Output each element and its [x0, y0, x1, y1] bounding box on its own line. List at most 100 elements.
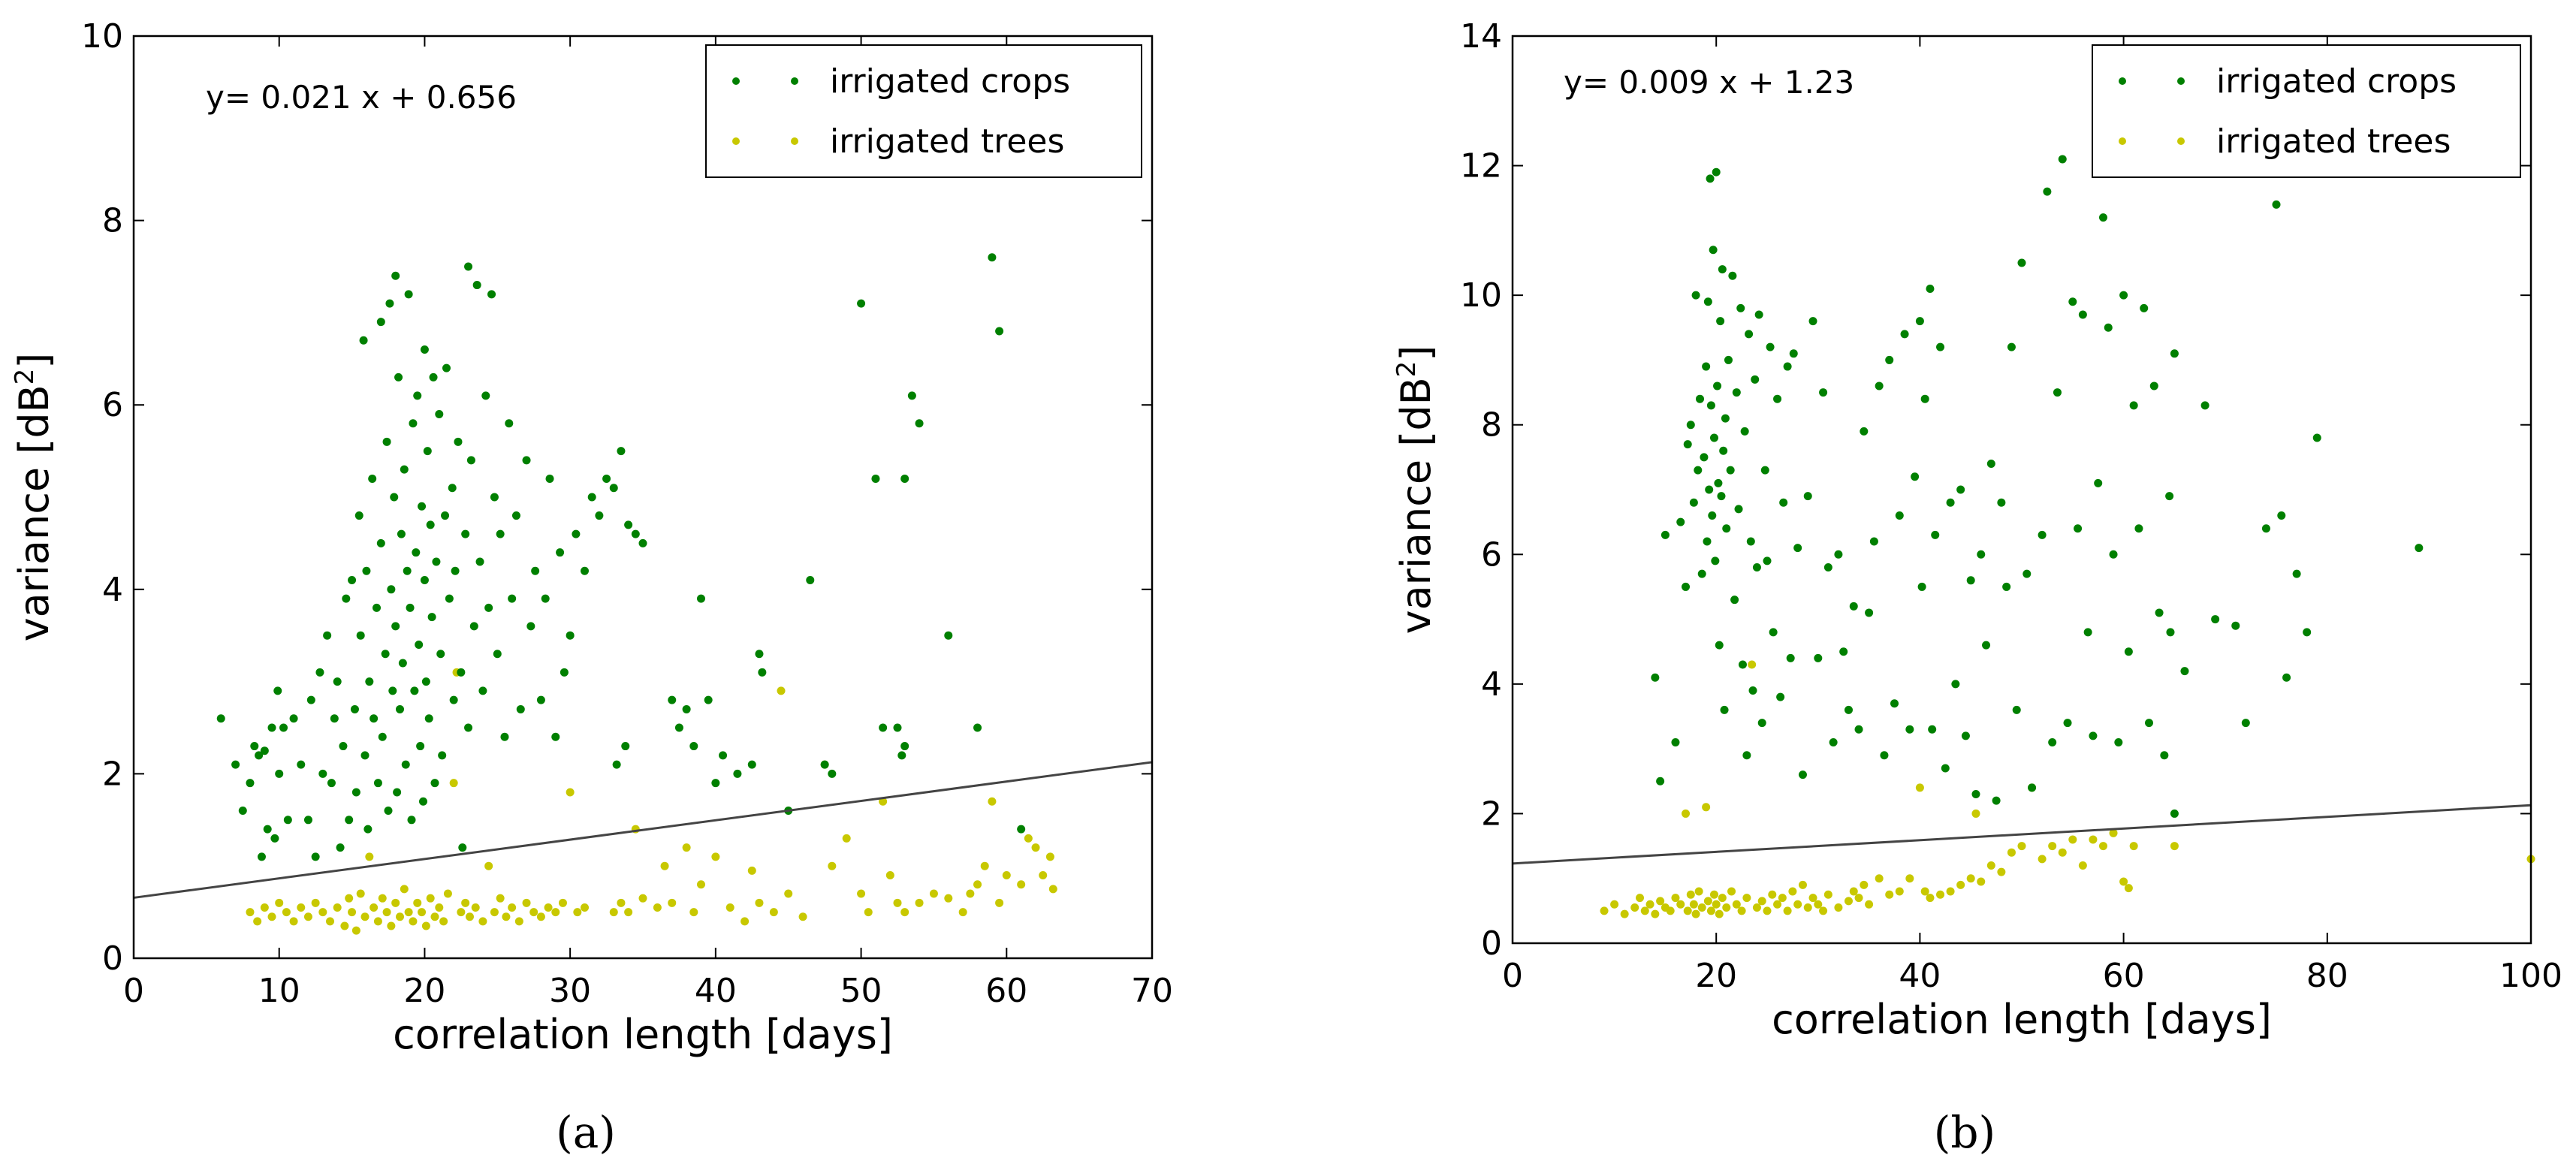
- crops-point: [900, 474, 909, 483]
- crops-point: [2074, 524, 2083, 533]
- crops-point: [2114, 738, 2123, 747]
- crops-point: [508, 594, 517, 603]
- crops-point: [421, 677, 430, 686]
- crops-point: [1760, 466, 1769, 475]
- crops-point: [216, 714, 225, 723]
- crops-point: [2038, 530, 2047, 539]
- crops-point: [1926, 285, 1935, 294]
- crops-point: [541, 594, 550, 603]
- trees-point: [995, 898, 1004, 907]
- trees-point: [1737, 906, 1746, 915]
- trees-point: [1966, 874, 1975, 883]
- trees-point: [457, 908, 466, 917]
- crops-point: [560, 668, 569, 677]
- crops-point: [1766, 342, 1775, 351]
- crops-point: [2083, 628, 2092, 637]
- crops-point: [1732, 388, 1741, 397]
- crops-point: [311, 852, 320, 861]
- crops-point: [566, 631, 575, 640]
- trees-point: [1686, 890, 1695, 899]
- trees-point: [1709, 890, 1718, 899]
- trees-point: [741, 917, 750, 926]
- crops-point: [327, 779, 336, 788]
- crops-point: [1686, 421, 1695, 430]
- trees-point: [2098, 842, 2107, 851]
- trees-point: [508, 903, 517, 912]
- trees-point: [2129, 842, 2138, 851]
- trees-point: [784, 889, 793, 898]
- panel-b-fit-line: [1512, 804, 2532, 865]
- crops-point: [472, 281, 481, 290]
- trees-point: [1024, 834, 1033, 843]
- crops-point: [2109, 550, 2118, 559]
- crops-point: [363, 825, 373, 834]
- crops-point: [381, 650, 390, 659]
- trees-point: [2124, 884, 2133, 893]
- crops-point: [1915, 317, 1924, 326]
- crops-point: [1718, 265, 1727, 274]
- crops-point: [1738, 660, 1747, 669]
- trees-point: [1768, 890, 1777, 899]
- crops-point: [624, 520, 633, 529]
- trees-point: [373, 917, 382, 926]
- crops-point: [758, 668, 767, 677]
- crops-point: [2415, 544, 2424, 553]
- trees-point: [958, 908, 967, 917]
- trees-point: [1718, 894, 1727, 903]
- crops-point: [376, 318, 385, 327]
- crops-point: [1900, 330, 1909, 339]
- crops-point: [2094, 478, 2103, 487]
- trees-point: [893, 898, 902, 907]
- crops-point: [350, 704, 359, 713]
- panel-b-legend-label-crops: irrigated crops: [2216, 62, 2457, 101]
- crops-point: [451, 566, 460, 575]
- trees-point: [1702, 803, 1711, 812]
- trees-point: [303, 912, 312, 921]
- panel-b-points: [1600, 155, 2535, 918]
- crops-point: [1834, 550, 1843, 559]
- crops-point: [556, 548, 565, 557]
- trees-point: [449, 779, 458, 788]
- trees-point: [1002, 870, 1011, 879]
- trees-point: [566, 788, 575, 797]
- crops-point: [505, 419, 514, 428]
- crops-point: [2058, 155, 2067, 164]
- trees-point: [2038, 855, 2047, 864]
- crops-point: [1705, 485, 1714, 494]
- crops-point: [2180, 667, 2189, 676]
- crops-point: [2170, 809, 2179, 818]
- trees-point: [980, 861, 989, 870]
- trees-point: [1666, 906, 1675, 915]
- crops-point: [820, 760, 829, 769]
- trees-point: [1834, 903, 1843, 912]
- trees-point: [769, 908, 778, 917]
- y-tick-label: 2: [102, 755, 123, 793]
- trees-point: [430, 912, 439, 921]
- crops-point: [893, 723, 902, 732]
- y-tick-label: 10: [81, 17, 123, 56]
- crops-point: [231, 760, 240, 769]
- trees-point: [1017, 880, 1026, 889]
- crops-point: [617, 447, 626, 456]
- x-tick-label: 70: [1131, 972, 1173, 1010]
- crops-point: [362, 566, 371, 575]
- crops-point: [1966, 576, 1975, 585]
- trees-point: [404, 908, 413, 917]
- crops-point: [246, 779, 255, 788]
- crops-point: [1709, 433, 1718, 442]
- crops-point: [2043, 187, 2052, 196]
- trees-point: [345, 894, 354, 903]
- trees-point: [1732, 900, 1741, 909]
- crops-point: [385, 299, 394, 308]
- crops-point: [2231, 621, 2240, 630]
- crops-point: [388, 686, 397, 695]
- crops-point: [323, 631, 332, 640]
- x-tick-label: 30: [549, 972, 591, 1010]
- crops-point: [755, 650, 764, 659]
- crops-point: [612, 760, 621, 769]
- trees-point: [2007, 848, 2016, 857]
- crops-point: [1931, 530, 1940, 539]
- crops-point: [387, 585, 396, 594]
- crops-point: [602, 474, 611, 483]
- crops-point: [871, 474, 880, 483]
